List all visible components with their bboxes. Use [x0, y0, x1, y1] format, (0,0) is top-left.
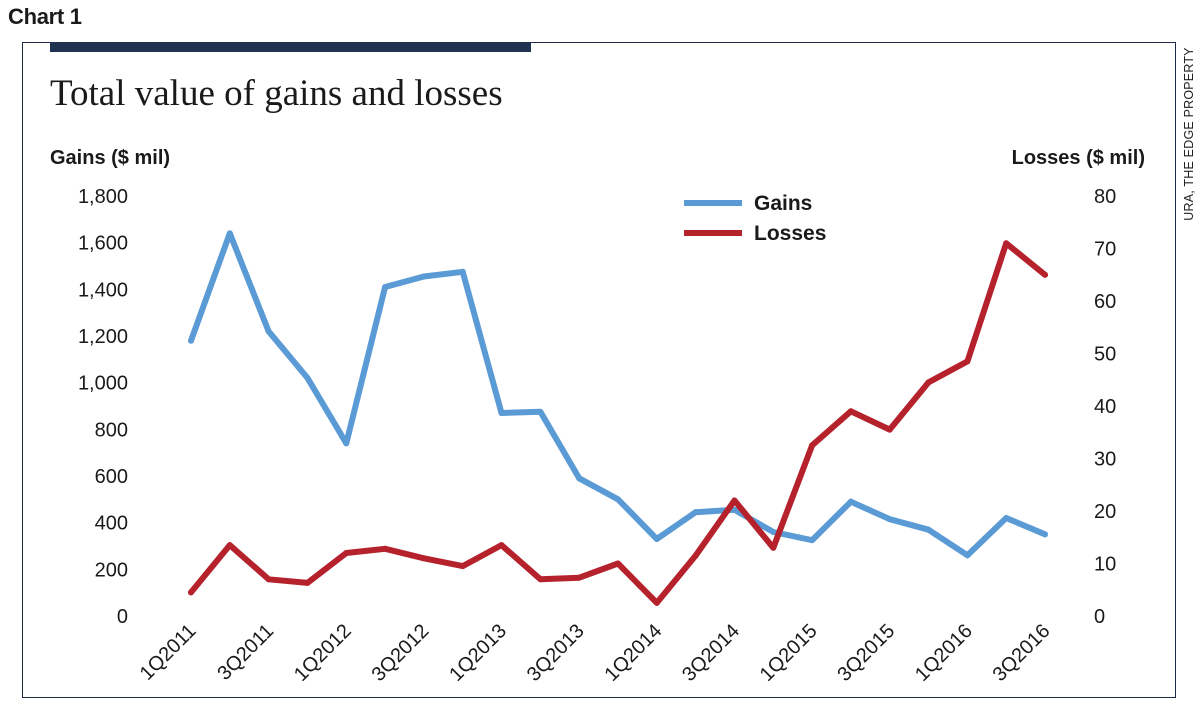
x-tick: 3Q2012 [368, 620, 434, 686]
data-point-losses [226, 542, 233, 549]
data-point-gains [459, 268, 466, 275]
chart-label: Chart 1 [8, 4, 82, 29]
data-point-gains [420, 273, 427, 280]
y-tick-right: 0 [1094, 606, 1105, 628]
x-tick: 1Q2016 [911, 620, 977, 686]
y-tick-right: 60 [1094, 291, 1116, 313]
data-point-losses [731, 497, 738, 504]
data-point-losses [653, 599, 660, 606]
data-point-losses [537, 576, 544, 583]
data-point-gains [809, 537, 816, 544]
data-point-gains [343, 440, 350, 447]
data-point-losses [925, 379, 932, 386]
data-point-losses [1042, 271, 1048, 278]
legend: Gains Losses [684, 192, 826, 245]
x-tick: 1Q2012 [290, 620, 356, 686]
data-point-losses [692, 552, 699, 559]
x-tick: 3Q2015 [833, 620, 899, 686]
data-point-gains [537, 408, 544, 415]
x-tick: 1Q2013 [445, 620, 511, 686]
legend-label-gains: Gains [754, 192, 812, 215]
legend-label-losses: Losses [754, 222, 826, 245]
data-point-losses [615, 560, 621, 567]
y-tick-left: 1,000 [78, 373, 128, 395]
data-point-gains [925, 526, 932, 533]
y-tick-left: 600 [95, 466, 128, 488]
data-point-gains [226, 230, 233, 237]
chart-frame [22, 42, 1176, 698]
y-tick-left: 800 [95, 419, 128, 441]
x-tick: 3Q2013 [523, 620, 589, 686]
y-tick-right: 80 [1094, 186, 1116, 208]
y-tick-right: 10 [1094, 554, 1116, 576]
data-point-gains [576, 475, 583, 482]
data-point-losses [886, 426, 893, 433]
chart-title: Total value of gains and losses [50, 73, 503, 114]
y-tick-left: 200 [95, 559, 128, 581]
data-point-losses [459, 563, 466, 570]
data-point-losses [188, 589, 194, 596]
data-point-losses [576, 574, 583, 581]
y-tick-left: 400 [95, 513, 128, 535]
y-tick-left: 1,200 [78, 326, 128, 348]
y-axis-right: 0 10 20 30 40 50 60 70 80 [1094, 186, 1116, 628]
x-tick: 1Q2015 [756, 620, 822, 686]
data-point-gains [886, 516, 893, 523]
data-point-losses [809, 442, 816, 449]
y-tick-left: 1,800 [78, 186, 128, 208]
y-tick-right: 40 [1094, 396, 1116, 418]
x-tick: 1Q2011 [136, 620, 201, 685]
data-point-gains [498, 410, 505, 416]
data-point-losses [770, 544, 777, 551]
data-point-gains [188, 337, 194, 344]
data-point-losses [1003, 240, 1010, 247]
data-point-gains [304, 375, 311, 381]
data-point-gains [615, 496, 621, 503]
data-point-losses [343, 550, 350, 556]
data-point-losses [420, 555, 427, 562]
data-point-losses [498, 542, 505, 549]
data-point-losses [265, 576, 272, 583]
data-point-gains [653, 536, 660, 542]
data-point-losses [304, 579, 311, 586]
y-axis-label-right: Losses ($ mil) [1012, 147, 1145, 169]
y-tick-right: 30 [1094, 449, 1116, 471]
y-axis-label-left: Gains ($ mil) [50, 147, 170, 169]
x-axis: 1Q2011 3Q2011 1Q2012 3Q2012 1Q2013 3Q2013 1Q20… [136, 620, 1055, 686]
data-point-gains [1042, 531, 1048, 538]
y-tick-right: 20 [1094, 501, 1116, 523]
y-tick-left: 0 [117, 606, 128, 628]
data-point-losses [847, 408, 854, 415]
x-tick: 3Q2016 [989, 620, 1055, 686]
data-point-gains [770, 529, 777, 535]
data-point-gains [964, 552, 971, 559]
data-point-gains [692, 509, 699, 516]
y-tick-right: 70 [1094, 239, 1116, 261]
y-tick-left: 1,400 [78, 279, 128, 301]
data-point-gains [382, 284, 389, 290]
y-axis-left: 0 200 400 600 800 1,000 1,200 1,400 1,600 1,800 [78, 186, 128, 628]
x-tick: 1Q2014 [600, 620, 666, 686]
y-tick-left: 1,600 [78, 233, 128, 255]
x-tick: 3Q2011 [213, 620, 278, 685]
x-tick: 3Q2014 [678, 620, 744, 686]
data-point-gains [1003, 515, 1010, 521]
accent-bar [50, 42, 531, 52]
data-point-losses [382, 545, 389, 552]
data-point-gains [731, 506, 738, 513]
series-line-losses [188, 240, 1048, 606]
data-point-losses [964, 358, 971, 365]
y-tick-right: 50 [1094, 344, 1116, 366]
data-point-gains [847, 498, 854, 505]
data-point-gains [265, 328, 272, 335]
series-layer [188, 230, 1048, 606]
